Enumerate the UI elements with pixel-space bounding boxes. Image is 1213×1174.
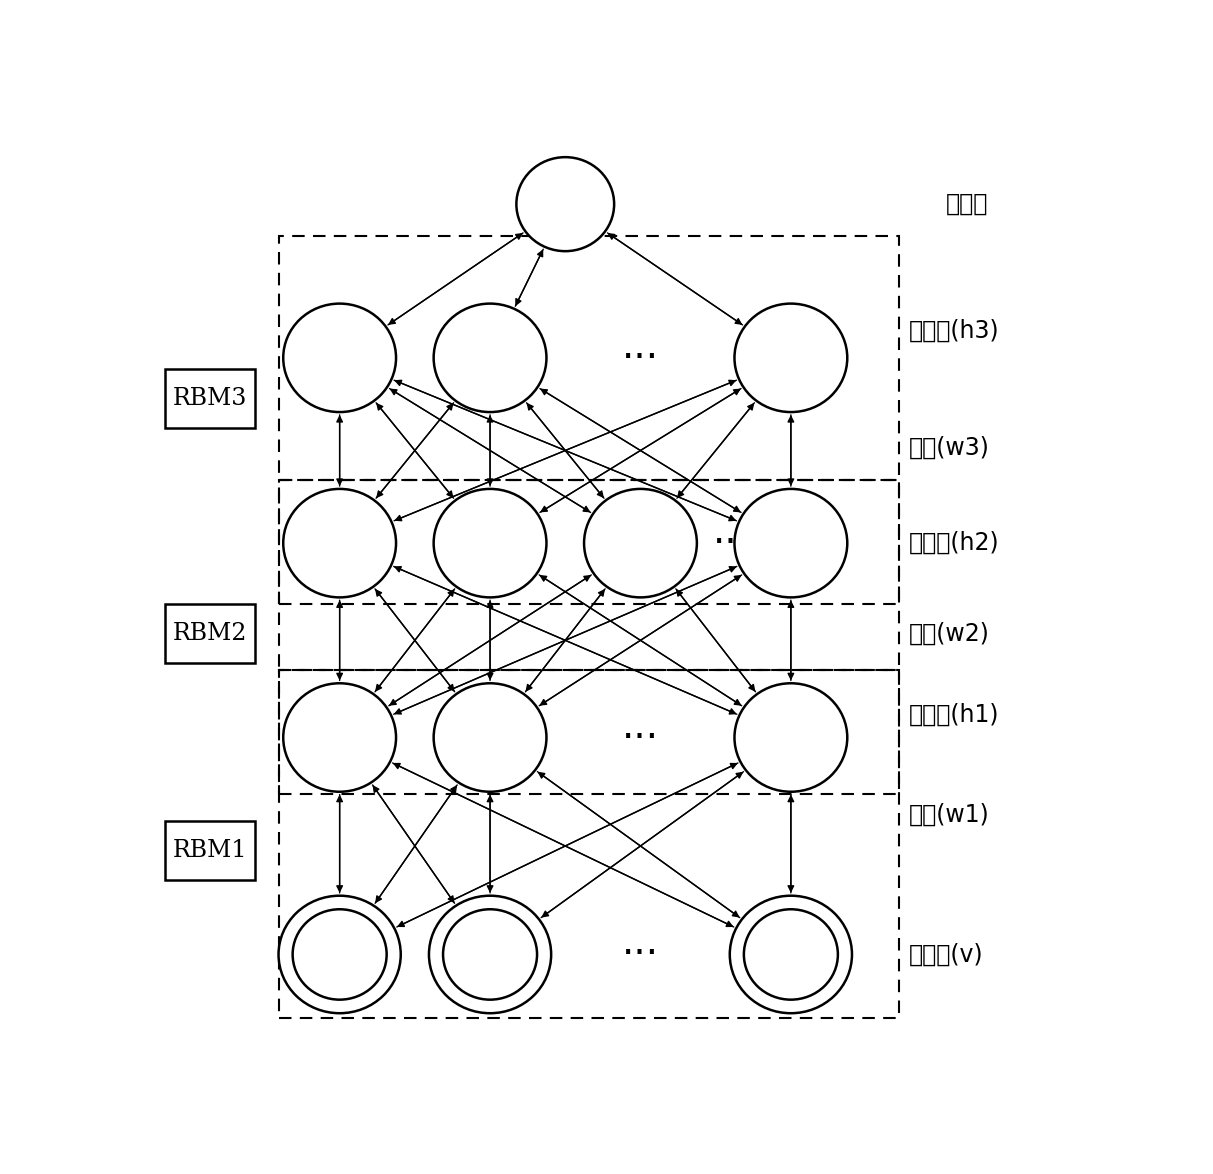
Circle shape: [730, 896, 852, 1013]
Circle shape: [284, 488, 395, 598]
Circle shape: [443, 909, 537, 1000]
Text: ···: ···: [622, 718, 659, 756]
Bar: [279, 480, 899, 603]
Circle shape: [434, 683, 546, 791]
Circle shape: [429, 896, 551, 1013]
Circle shape: [735, 304, 848, 412]
Circle shape: [585, 488, 696, 598]
Text: RBM2: RBM2: [172, 622, 247, 645]
Text: 隐藏层(h1): 隐藏层(h1): [909, 703, 998, 727]
Text: 输出层: 输出层: [946, 193, 989, 216]
Bar: [165, 605, 255, 663]
Text: 可视层(v): 可视层(v): [909, 943, 983, 966]
Bar: [279, 669, 899, 794]
Circle shape: [517, 157, 614, 251]
Circle shape: [279, 896, 400, 1013]
Text: ···: ···: [622, 936, 659, 973]
Circle shape: [434, 304, 546, 412]
Text: RBM1: RBM1: [172, 839, 247, 862]
Bar: [279, 480, 899, 669]
Text: 隐藏层(h3): 隐藏层(h3): [909, 318, 1000, 343]
Text: 权重(w2): 权重(w2): [909, 621, 990, 646]
Bar: [165, 369, 255, 427]
Circle shape: [284, 304, 395, 412]
Text: ···: ···: [622, 339, 659, 377]
Bar: [279, 669, 899, 1018]
Text: RBM3: RBM3: [172, 387, 247, 410]
Text: 隐藏层(h2): 隐藏层(h2): [909, 531, 1000, 555]
Text: ··: ··: [713, 524, 738, 562]
Text: 权重(w3): 权重(w3): [909, 437, 990, 460]
Text: 权重(w1): 权重(w1): [909, 802, 989, 826]
Circle shape: [292, 909, 387, 1000]
Bar: [165, 821, 255, 879]
Circle shape: [735, 488, 848, 598]
Bar: [279, 236, 899, 480]
Circle shape: [744, 909, 838, 1000]
Circle shape: [735, 683, 848, 791]
Circle shape: [434, 488, 546, 598]
Circle shape: [284, 683, 395, 791]
